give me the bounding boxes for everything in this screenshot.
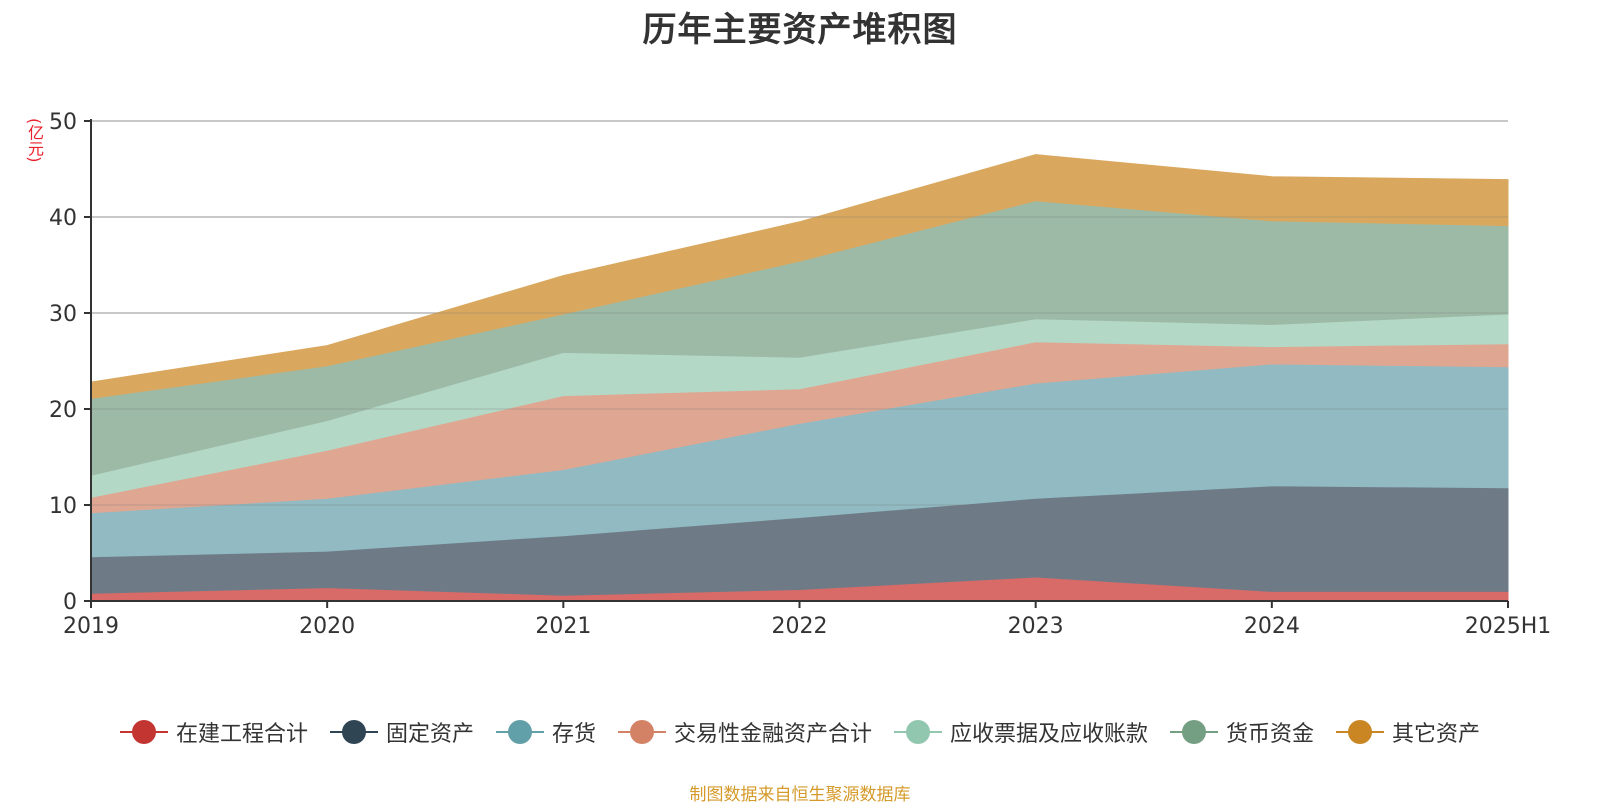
y-tick-label: 50 <box>49 110 77 135</box>
legend-dot <box>1182 720 1207 744</box>
legend: 在建工程合计 固定资产 存货 交易性金融资产合计 应收票据及应收账款 货币资金 其它资产 <box>0 716 1600 748</box>
legend-label: 在建工程合计 <box>175 722 308 747</box>
axes <box>84 119 1509 608</box>
legend-dot <box>507 720 532 744</box>
legend-dot <box>1348 720 1373 744</box>
x-tick-label: 2022 <box>772 614 828 639</box>
legend-item-4[interactable]: 交易性金融资产合计 <box>617 716 872 748</box>
legend-label: 交易性金融资产合计 <box>673 722 872 747</box>
legend-marker-icon <box>119 720 168 744</box>
legend-item-3[interactable]: 存货 <box>495 716 596 748</box>
x-tick-label: 2024 <box>1244 614 1300 639</box>
legend-marker-icon <box>1170 720 1219 744</box>
grid-overlay <box>91 120 1508 506</box>
y-tick-labels: 0 10 20 30 40 50 <box>49 110 77 615</box>
x-tick-label: 2023 <box>1008 614 1064 639</box>
legend-dot <box>906 720 930 744</box>
legend-item-6[interactable]: 货币资金 <box>1170 716 1314 748</box>
legend-item-5[interactable]: 应收票据及应收账款 <box>894 716 1148 748</box>
legend-marker-icon <box>894 720 942 744</box>
legend-marker-icon <box>617 720 666 744</box>
legend-label: 其它资产 <box>1392 722 1481 747</box>
legend-dot <box>131 720 156 744</box>
area-series-group <box>90 120 1509 602</box>
y-tick-label: 0 <box>63 590 77 615</box>
legend-label: 货币资金 <box>1226 722 1315 747</box>
y-tick-label: 40 <box>49 206 77 231</box>
legend-label: 存货 <box>551 722 596 747</box>
data-source-note: 制图数据来自恒生聚源数据库 <box>689 785 911 805</box>
legend-item-2[interactable]: 固定资产 <box>329 716 474 748</box>
legend-item-1[interactable]: 在建工程合计 <box>119 716 308 748</box>
area-series-7 <box>90 154 1509 399</box>
x-tick-label: 2020 <box>299 614 355 639</box>
legend-dot <box>629 720 654 744</box>
x-tick-label: 2021 <box>535 614 591 639</box>
legend-marker-icon <box>329 720 378 744</box>
legend-label: 应收票据及应收账款 <box>950 722 1149 747</box>
chart-title: 历年主要资产堆积图 <box>642 10 958 50</box>
x-tick-label: 2025H1 <box>1465 614 1552 639</box>
legend-item-7[interactable]: 其它资产 <box>1336 716 1480 748</box>
legend-label: 固定资产 <box>385 722 474 747</box>
y-tick-label: 10 <box>49 494 77 519</box>
legend-marker-icon <box>1336 720 1385 744</box>
legend-dot <box>341 720 366 744</box>
x-tick-labels: 2019 2020 2021 2022 2023 2024 2025H1 <box>63 614 1551 639</box>
y-tick-label: 30 <box>49 302 77 327</box>
x-tick-label: 2019 <box>63 614 119 639</box>
y-axis-unit: (亿元) <box>25 118 44 163</box>
y-tick-label: 20 <box>49 398 77 423</box>
legend-marker-icon <box>495 720 544 744</box>
